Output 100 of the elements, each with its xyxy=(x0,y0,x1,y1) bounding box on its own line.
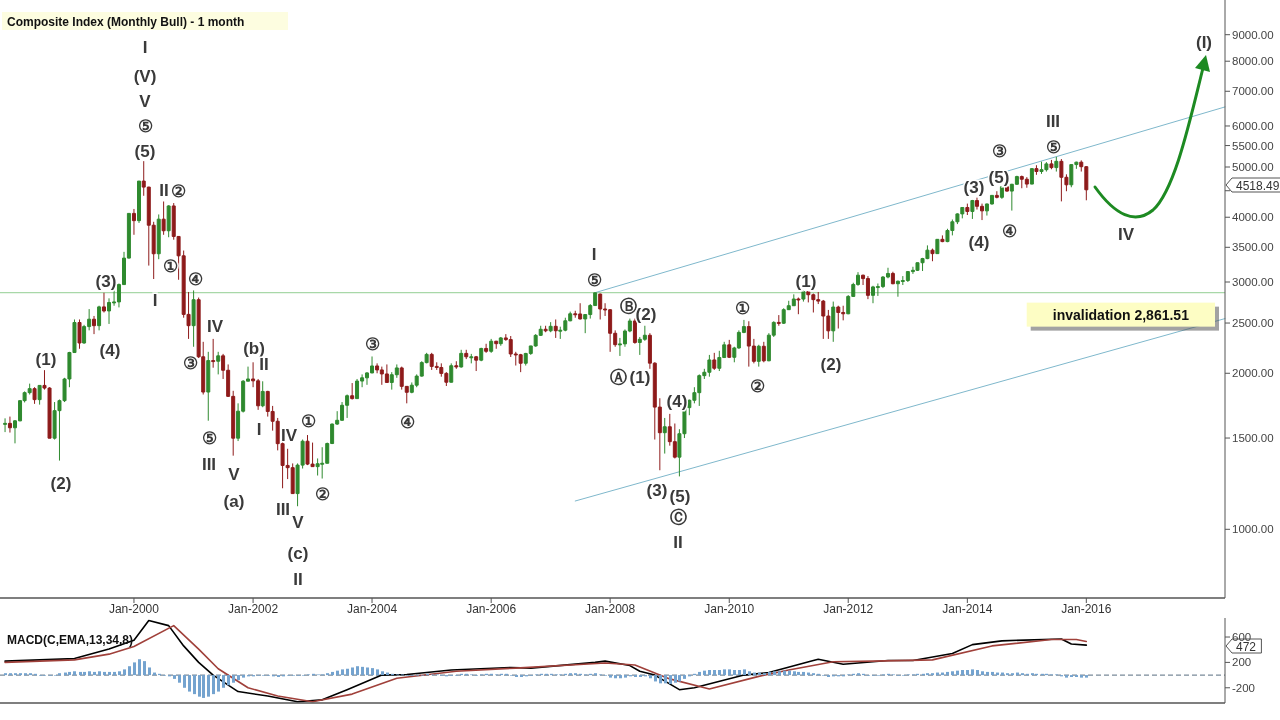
candlestick xyxy=(479,347,484,362)
candlestick xyxy=(355,378,360,400)
bar xyxy=(669,675,672,684)
y-tick-label: 3000.00 xyxy=(1232,276,1274,288)
candlestick xyxy=(761,341,766,363)
bar xyxy=(802,671,805,676)
bar xyxy=(138,659,141,676)
bar xyxy=(743,669,746,676)
annotation: Ⓐ xyxy=(609,367,627,387)
candlestick xyxy=(965,203,970,216)
annotation: I xyxy=(142,37,148,57)
candlestick xyxy=(469,353,474,364)
bar xyxy=(366,667,369,676)
candlestick xyxy=(994,190,999,199)
bar xyxy=(346,668,349,676)
candlestick xyxy=(518,353,523,373)
candlestick xyxy=(935,238,940,255)
candlestick xyxy=(474,355,479,372)
candlestick xyxy=(548,321,553,333)
bar xyxy=(118,671,121,676)
x-tick-label: Jan-2012 xyxy=(823,602,874,616)
annotation: (I) xyxy=(1195,32,1213,52)
bar xyxy=(113,671,116,676)
bar xyxy=(614,675,617,679)
y-tick-label: 5000.00 xyxy=(1232,161,1274,174)
bar xyxy=(183,675,186,688)
annotation: (5) xyxy=(988,167,1010,187)
bar xyxy=(128,666,131,676)
y-tick-label: 7000.00 xyxy=(1232,85,1274,98)
annotation: V xyxy=(139,91,152,111)
bar xyxy=(188,675,191,692)
candlestick xyxy=(449,362,454,383)
y-tick-label: 5500.00 xyxy=(1232,139,1274,152)
bar xyxy=(946,671,949,676)
candlestick xyxy=(97,305,102,331)
bar xyxy=(212,675,215,695)
bar xyxy=(788,670,791,676)
annotation: (1) xyxy=(629,367,651,387)
bar xyxy=(609,675,612,678)
bar xyxy=(133,662,136,676)
candlestick xyxy=(260,380,265,408)
y-tick-label: -200 xyxy=(1232,681,1256,694)
annotation: Ⓑ xyxy=(619,296,637,316)
annotation: ⑤ xyxy=(1045,137,1061,157)
bar xyxy=(88,671,91,676)
bar xyxy=(68,671,71,676)
bar xyxy=(351,667,354,676)
candlestick xyxy=(459,349,464,369)
bar xyxy=(723,669,726,676)
annotation: ④ xyxy=(399,412,415,432)
annotation: I xyxy=(256,419,262,439)
bar xyxy=(624,675,627,678)
candlestick xyxy=(930,248,935,262)
bar xyxy=(678,675,681,682)
candlestick xyxy=(1034,164,1039,176)
bar xyxy=(986,671,989,676)
candlestick xyxy=(216,351,221,375)
bar xyxy=(123,669,126,676)
annotation: (2) xyxy=(50,473,72,493)
bar xyxy=(659,675,662,684)
bar xyxy=(336,670,339,676)
candlestick xyxy=(191,289,196,348)
annotation: ⑤ xyxy=(201,428,217,448)
candlestick xyxy=(756,344,761,368)
x-tick-label: Jan-2014 xyxy=(942,602,993,616)
bar xyxy=(698,671,701,676)
y-tick-label: 1500.00 xyxy=(1232,432,1274,445)
bar xyxy=(108,671,111,676)
candlestick xyxy=(1054,156,1059,173)
x-tick-label: Jan-2016 xyxy=(1061,602,1112,616)
annotation: (1) xyxy=(795,271,817,291)
candlestick xyxy=(890,271,895,285)
ref-line-label: invalidation 2,861.51 xyxy=(1052,306,1190,323)
annotation: ⑤ xyxy=(586,270,602,290)
annotation: ② xyxy=(314,484,330,504)
candlestick xyxy=(1024,176,1029,189)
candlestick xyxy=(206,351,211,422)
annotation: I xyxy=(591,244,597,264)
bar xyxy=(718,670,721,676)
bar xyxy=(207,675,210,697)
bar xyxy=(728,669,731,676)
annotation: (3) xyxy=(646,480,668,500)
x-tick-label: Jan-2002 xyxy=(228,602,279,616)
annotation: ⑤ xyxy=(137,116,153,136)
y-tick-label: 6000.00 xyxy=(1232,119,1274,132)
annotation: (5) xyxy=(669,486,691,506)
annotation: ② xyxy=(170,181,186,201)
annotation: II xyxy=(159,180,169,200)
bar xyxy=(217,675,220,692)
bar xyxy=(773,671,776,676)
candlestick xyxy=(494,340,499,350)
candlestick xyxy=(454,360,459,370)
bar xyxy=(148,667,151,676)
annotation: II xyxy=(673,532,683,552)
bar xyxy=(738,670,741,676)
bar xyxy=(178,675,181,683)
candlestick xyxy=(464,349,469,360)
candlestick xyxy=(801,290,806,303)
bar xyxy=(376,669,379,676)
candlestick xyxy=(161,200,166,236)
